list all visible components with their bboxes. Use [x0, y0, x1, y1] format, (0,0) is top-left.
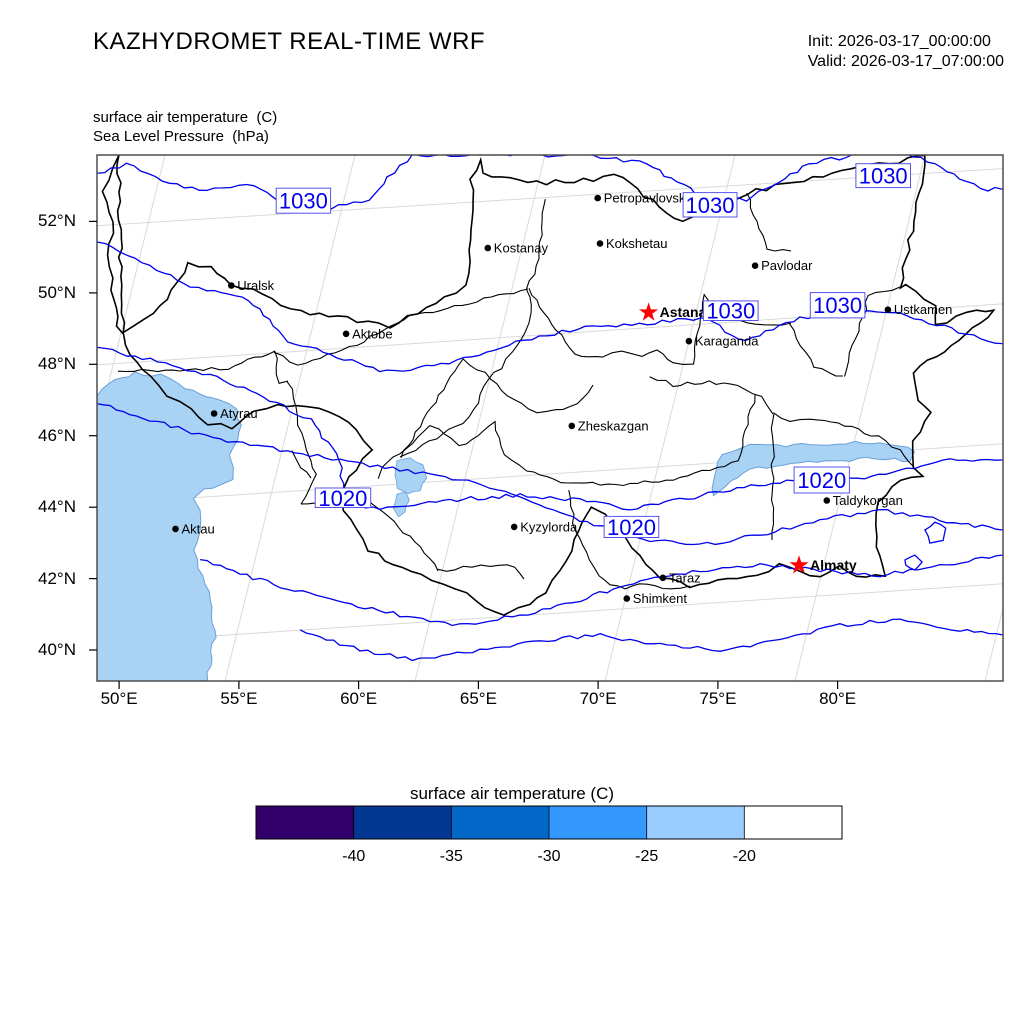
svg-text:Astana: Astana: [660, 304, 707, 320]
svg-text:Petropavlovsk: Petropavlovsk: [604, 191, 686, 206]
svg-text:Karaganda: Karaganda: [695, 334, 759, 349]
svg-text:1030: 1030: [706, 299, 755, 324]
svg-text:Ustkamen: Ustkamen: [894, 302, 953, 317]
svg-text:Pavlodar: Pavlodar: [761, 258, 813, 273]
svg-text:Aktobe: Aktobe: [352, 326, 392, 341]
svg-text:Kyzylorda: Kyzylorda: [520, 519, 578, 534]
svg-text:1030: 1030: [279, 189, 328, 214]
svg-text:Taraz: Taraz: [669, 570, 701, 585]
svg-text:Uralsk: Uralsk: [237, 278, 274, 293]
svg-text:1030: 1030: [686, 193, 735, 218]
svg-text:Kokshetau: Kokshetau: [606, 236, 667, 251]
svg-text:Aktau: Aktau: [182, 521, 215, 536]
svg-text:Kostanay: Kostanay: [494, 241, 549, 256]
svg-text:1030: 1030: [813, 293, 862, 318]
svg-text:1020: 1020: [607, 515, 656, 540]
svg-text:Atyrau: Atyrau: [220, 406, 258, 421]
svg-text:Shimkent: Shimkent: [633, 591, 688, 606]
svg-text:Zheskazgan: Zheskazgan: [578, 418, 649, 433]
svg-text:Taldykorgan: Taldykorgan: [833, 493, 903, 508]
svg-text:1030: 1030: [859, 164, 908, 189]
svg-text:1020: 1020: [318, 486, 367, 511]
svg-text:1020: 1020: [797, 468, 846, 493]
svg-text:Almaty: Almaty: [810, 557, 857, 573]
